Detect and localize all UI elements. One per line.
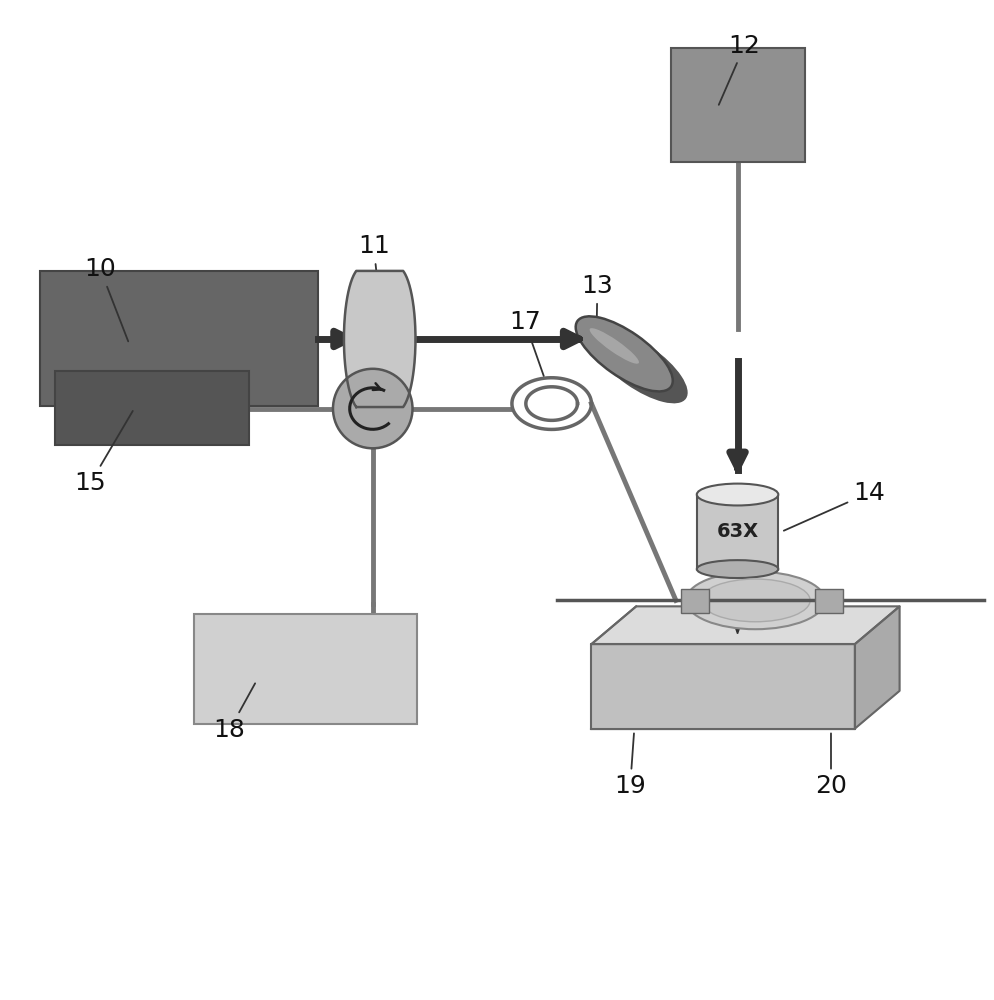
Polygon shape xyxy=(716,569,759,634)
Polygon shape xyxy=(855,606,900,729)
Ellipse shape xyxy=(576,316,673,391)
Ellipse shape xyxy=(589,328,639,364)
Text: 15: 15 xyxy=(75,411,133,495)
Text: 63X: 63X xyxy=(717,522,758,541)
Text: 16: 16 xyxy=(346,307,378,372)
Text: 13: 13 xyxy=(581,274,613,340)
Bar xyxy=(815,589,843,613)
Polygon shape xyxy=(591,606,900,644)
Text: 14: 14 xyxy=(784,481,885,531)
Text: 17: 17 xyxy=(509,310,544,376)
Bar xyxy=(40,271,318,406)
Text: 19: 19 xyxy=(614,733,646,798)
Text: 10: 10 xyxy=(84,257,128,341)
Ellipse shape xyxy=(590,328,688,403)
Polygon shape xyxy=(344,271,415,407)
Ellipse shape xyxy=(701,579,810,622)
Text: 12: 12 xyxy=(719,34,760,105)
Ellipse shape xyxy=(697,484,778,505)
Ellipse shape xyxy=(686,572,825,629)
Bar xyxy=(671,48,805,162)
Ellipse shape xyxy=(697,560,778,578)
Bar xyxy=(681,589,709,613)
Bar xyxy=(194,614,417,724)
Bar xyxy=(697,495,778,569)
Circle shape xyxy=(333,369,413,448)
Text: 18: 18 xyxy=(214,683,255,742)
Polygon shape xyxy=(591,644,855,729)
Bar xyxy=(55,371,248,445)
Text: 11: 11 xyxy=(358,234,390,300)
Text: 20: 20 xyxy=(815,733,847,798)
